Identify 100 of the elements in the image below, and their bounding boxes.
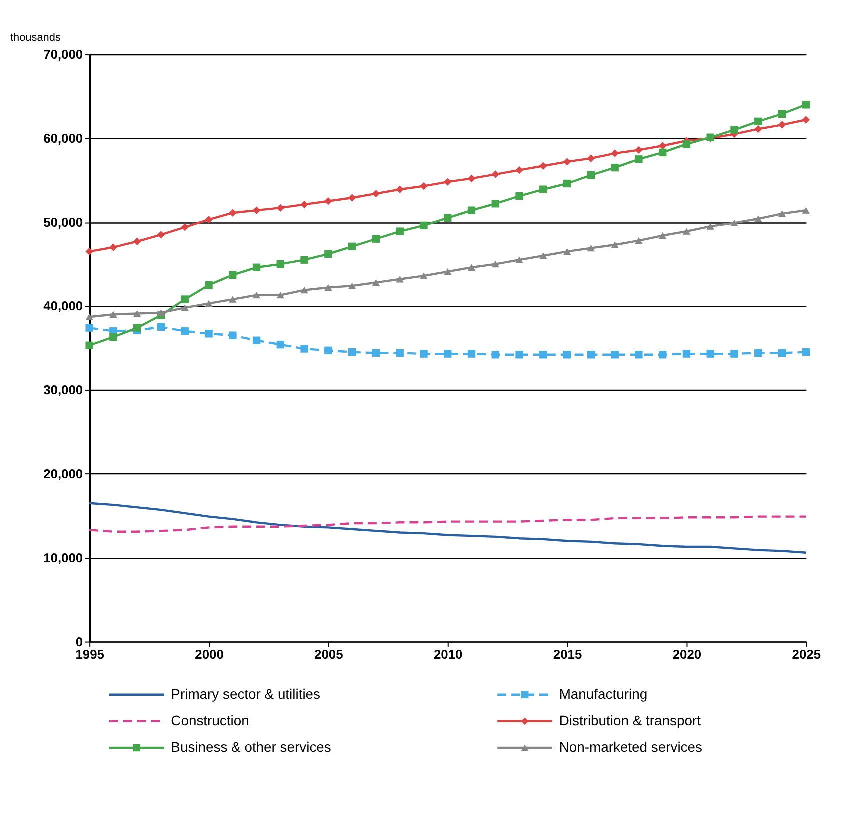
point: [372, 190, 380, 198]
point: [252, 264, 261, 272]
legend-label: Business & other services: [171, 738, 332, 755]
point: [468, 206, 476, 214]
point: [682, 228, 691, 235]
point: [730, 220, 738, 227]
point: [181, 224, 189, 232]
point: [563, 180, 572, 188]
point: [706, 350, 714, 358]
point: [444, 214, 452, 222]
point: [706, 223, 714, 230]
point: [300, 200, 308, 209]
point: [563, 248, 572, 256]
point: [778, 349, 786, 358]
point: [86, 314, 94, 320]
point: [110, 244, 118, 252]
point: [348, 348, 356, 356]
line-series: [88, 502, 808, 554]
point: [611, 351, 619, 359]
point: [181, 328, 189, 336]
point: [157, 323, 166, 332]
point: [86, 324, 94, 332]
point: [133, 310, 142, 318]
point: [730, 126, 738, 134]
y-tick-label: 50,000: [44, 214, 84, 230]
y-tick-label: 60,000: [44, 130, 84, 146]
point: [492, 200, 500, 208]
y-tick-label: 30,000: [44, 382, 84, 398]
point: [300, 256, 308, 264]
point: [635, 237, 643, 244]
point: [778, 121, 786, 129]
point: [778, 110, 786, 118]
point: [658, 148, 667, 157]
point: [181, 296, 189, 304]
point: [444, 350, 452, 358]
x-tick-label: 1995: [76, 647, 104, 662]
point: [658, 351, 667, 359]
point: [540, 351, 548, 359]
point: [324, 284, 332, 292]
point: [420, 350, 428, 358]
y-tick-label: 70,000: [44, 47, 84, 62]
point: [754, 125, 762, 134]
point: [252, 206, 261, 214]
point: [348, 194, 356, 202]
point: [778, 210, 786, 218]
point: [516, 351, 524, 359]
y-axis-title: thousands: [10, 32, 62, 44]
point: [396, 186, 404, 194]
point: [252, 292, 261, 299]
point: [229, 271, 237, 280]
x-tick-label: 2000: [195, 647, 224, 662]
x-tick-label: 2005: [314, 647, 344, 662]
y-tick-label: 10,000: [44, 550, 84, 566]
point: [587, 154, 596, 162]
point: [492, 260, 500, 268]
point: [468, 350, 476, 358]
point: [635, 156, 643, 164]
point: [420, 222, 428, 230]
point: [110, 333, 118, 342]
point: [587, 351, 596, 359]
point: [658, 142, 667, 150]
point: [563, 158, 572, 166]
point: [611, 242, 619, 248]
point: [229, 209, 237, 217]
legend-label: Non-marketed services: [559, 738, 703, 755]
legend-label: Manufacturing: [559, 686, 648, 702]
line-series: [88, 516, 808, 533]
point: [372, 279, 380, 286]
legend-label: Construction: [171, 712, 250, 728]
point: [730, 350, 738, 358]
point: [754, 118, 762, 126]
point: [396, 349, 404, 358]
point: [587, 172, 596, 180]
point: [611, 150, 619, 158]
point: [276, 204, 285, 212]
point: [516, 256, 524, 264]
point: [492, 170, 500, 178]
point: [133, 238, 142, 246]
point: [492, 351, 500, 359]
point: [181, 304, 189, 312]
point: [802, 348, 810, 356]
point: [635, 146, 643, 154]
point: [157, 231, 166, 239]
point: [300, 345, 308, 353]
y-tick-label: 40,000: [44, 298, 84, 314]
point: [133, 324, 142, 332]
point: [516, 192, 524, 200]
point: [444, 268, 452, 276]
point: [635, 351, 643, 359]
point: [324, 346, 332, 355]
point: [420, 182, 428, 190]
legend-label: Distribution & transport: [559, 712, 702, 728]
point: [682, 140, 691, 148]
point: [229, 296, 237, 303]
point: [516, 166, 524, 174]
point: [324, 250, 332, 258]
point: [110, 311, 118, 318]
x-tick-label: 2010: [434, 647, 463, 662]
point: [468, 174, 476, 183]
point: [157, 310, 166, 316]
